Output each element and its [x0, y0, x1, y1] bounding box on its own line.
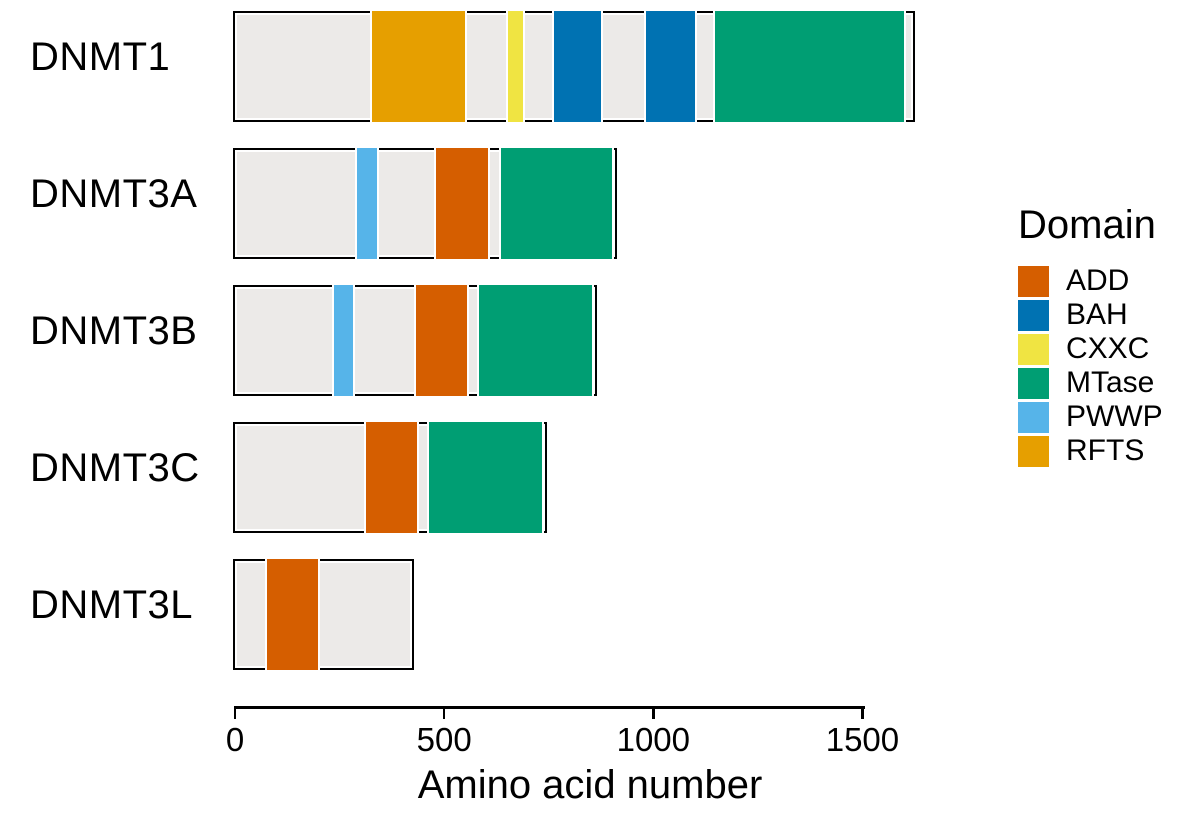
legend-item-rfts: RFTS	[1018, 434, 1163, 468]
x-tick-label: 500	[416, 721, 472, 758]
x-tick-label: 1500	[825, 721, 900, 758]
domain-segment-mtase	[713, 11, 906, 122]
legend-swatch-add	[1018, 265, 1049, 297]
protein-label-dnmt3l: DNMT3L	[30, 583, 194, 627]
domain-segment-mtase	[498, 148, 615, 259]
protein-label-dnmt1: DNMT1	[30, 35, 171, 79]
protein-bar-dnmt3c	[232, 422, 547, 533]
legend-item-label: RFTS	[1066, 434, 1145, 467]
legend-item-pwwp: PWWP	[1018, 400, 1163, 434]
legend-title: Domain	[1018, 203, 1156, 247]
legend-item-bah: BAH	[1018, 298, 1163, 332]
x-tick	[652, 706, 655, 719]
legend-items: ADD BAH CXXC MTase PWWP RFTS	[1018, 264, 1163, 468]
protein-label-dnmt3c: DNMT3C	[30, 446, 200, 490]
domain-segment-add	[364, 422, 419, 533]
x-tick	[233, 706, 237, 719]
legend-item-label: MTase	[1066, 366, 1155, 399]
domain-segment-add	[264, 559, 321, 670]
protein-label-dnmt3a: DNMT3A	[30, 172, 198, 216]
legend-item-cxxc: CXXC	[1018, 332, 1163, 366]
legend-item-label: ADD	[1066, 264, 1130, 297]
x-tick	[861, 706, 864, 719]
domain-segment-mtase	[426, 422, 544, 533]
domain-segment-cxxc	[506, 11, 525, 122]
domain-segment-bah	[643, 11, 697, 122]
protein-bar-dnmt3l	[232, 559, 414, 670]
domain-segment-rfts	[370, 11, 467, 122]
x-tick-label: 1000	[616, 721, 691, 758]
legend: Domain ADD BAH CXXC MTase PWWP RFTS	[1018, 203, 1163, 468]
protein-bar-dnmt1	[232, 11, 916, 122]
x-tick-label: 0	[225, 721, 245, 758]
legend-swatch-rfts	[1018, 435, 1049, 467]
x-axis-line	[235, 706, 865, 709]
protein-label-dnmt3b: DNMT3B	[30, 309, 198, 353]
protein-bar-dnmt3a	[232, 148, 618, 259]
domain-segment-pwwp	[354, 148, 380, 259]
legend-item-label: BAH	[1066, 298, 1128, 331]
x-tick	[442, 706, 446, 719]
domain-segment-bah	[552, 11, 603, 122]
protein-chain	[236, 563, 410, 666]
legend-swatch-cxxc	[1018, 333, 1049, 365]
legend-item-add: ADD	[1018, 264, 1163, 298]
domain-segment-pwwp	[331, 285, 356, 396]
protein-bar-dnmt3b	[232, 285, 597, 396]
legend-item-mtase: MTase	[1018, 366, 1163, 400]
legend-swatch-mtase	[1018, 367, 1049, 399]
x-axis-title: Amino acid number	[417, 763, 763, 807]
legend-swatch-bah	[1018, 299, 1049, 331]
domain-segment-add	[434, 148, 490, 259]
domain-segment-add	[414, 285, 469, 396]
domain-segment-mtase	[477, 285, 594, 396]
legend-item-label: PWWP	[1066, 400, 1163, 433]
legend-item-label: CXXC	[1066, 332, 1150, 365]
legend-swatch-pwwp	[1018, 401, 1049, 433]
